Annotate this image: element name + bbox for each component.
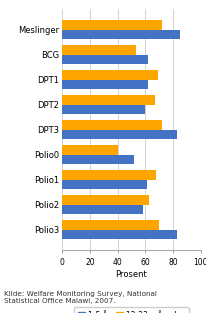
Text: Kilde: Welfare Monitoring Survey, National
Statistical Office Malawi, 2007.: Kilde: Welfare Monitoring Survey, Nation… [4, 291, 156, 304]
Bar [62, 30, 179, 39]
X-axis label: Prosent: Prosent [115, 270, 147, 279]
Bar [62, 80, 147, 90]
Bar [62, 20, 161, 30]
Bar [62, 230, 176, 239]
Bar [62, 205, 142, 214]
Bar [62, 146, 117, 155]
Bar [62, 121, 161, 130]
Legend: 1-5 år, 12-23 måneder: 1-5 år, 12-23 måneder [74, 307, 188, 313]
Bar [62, 195, 149, 205]
Bar [62, 180, 146, 189]
Bar [62, 155, 133, 164]
Bar [62, 130, 176, 139]
Bar [62, 105, 145, 114]
Bar [62, 45, 135, 55]
Bar [62, 95, 154, 105]
Bar [62, 220, 158, 230]
Bar [62, 55, 147, 64]
Bar [62, 170, 156, 180]
Bar [62, 70, 157, 80]
